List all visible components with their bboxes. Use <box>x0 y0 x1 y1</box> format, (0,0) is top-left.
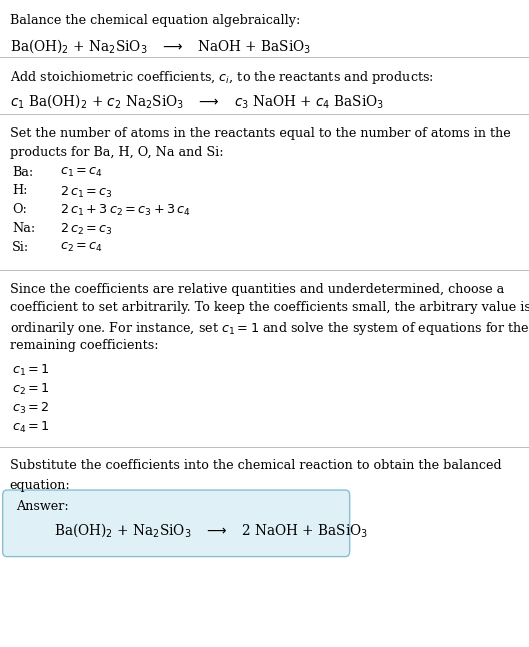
Text: $c_4 = 1$: $c_4 = 1$ <box>12 420 50 435</box>
Text: $c_1 = 1$: $c_1 = 1$ <box>12 364 50 378</box>
Text: $2\,c_1 = c_3$: $2\,c_1 = c_3$ <box>60 184 113 199</box>
Text: Ba:: Ba: <box>12 166 33 179</box>
Text: Add stoichiometric coefficients, $c_i$, to the reactants and products:: Add stoichiometric coefficients, $c_i$, … <box>10 69 433 87</box>
Text: products for Ba, H, O, Na and Si:: products for Ba, H, O, Na and Si: <box>10 146 223 159</box>
Text: Answer:: Answer: <box>16 500 69 513</box>
Text: coefficient to set arbitrarily. To keep the coefficients small, the arbitrary va: coefficient to set arbitrarily. To keep … <box>10 302 529 314</box>
Text: O:: O: <box>12 203 27 216</box>
Text: equation:: equation: <box>10 479 70 492</box>
Text: Si:: Si: <box>12 241 30 254</box>
Text: $c_2 = 1$: $c_2 = 1$ <box>12 382 50 397</box>
Text: Since the coefficients are relative quantities and underdetermined, choose a: Since the coefficients are relative quan… <box>10 283 504 296</box>
Text: ordinarily one. For instance, set $c_1 = 1$ and solve the system of equations fo: ordinarily one. For instance, set $c_1 =… <box>10 320 529 337</box>
Text: remaining coefficients:: remaining coefficients: <box>10 339 158 353</box>
FancyBboxPatch shape <box>3 490 350 556</box>
Text: $c_1$ Ba(OH)$_2$ + $c_2$ Na$_2$SiO$_3$   $\longrightarrow$   $c_3$ NaOH + $c_4$ : $c_1$ Ba(OH)$_2$ + $c_2$ Na$_2$SiO$_3$ $… <box>10 92 384 110</box>
Text: Substitute the coefficients into the chemical reaction to obtain the balanced: Substitute the coefficients into the che… <box>10 459 501 472</box>
Text: Na:: Na: <box>12 223 35 236</box>
Text: $2\,c_2 = c_3$: $2\,c_2 = c_3$ <box>60 223 113 237</box>
Text: $c_1 = c_4$: $c_1 = c_4$ <box>60 166 103 179</box>
Text: $c_3 = 2$: $c_3 = 2$ <box>12 401 50 416</box>
Text: $2\,c_1 + 3\,c_2 = c_3 + 3\,c_4$: $2\,c_1 + 3\,c_2 = c_3 + 3\,c_4$ <box>60 203 190 219</box>
Text: H:: H: <box>12 184 28 197</box>
Text: Balance the chemical equation algebraically:: Balance the chemical equation algebraica… <box>10 14 300 27</box>
Text: Ba(OH)$_2$ + Na$_2$SiO$_3$   $\longrightarrow$   NaOH + BaSiO$_3$: Ba(OH)$_2$ + Na$_2$SiO$_3$ $\longrightar… <box>10 37 311 54</box>
Text: Set the number of atoms in the reactants equal to the number of atoms in the: Set the number of atoms in the reactants… <box>10 127 510 140</box>
Text: $c_2 = c_4$: $c_2 = c_4$ <box>60 241 103 254</box>
Text: Ba(OH)$_2$ + Na$_2$SiO$_3$   $\longrightarrow$   2 NaOH + BaSiO$_3$: Ba(OH)$_2$ + Na$_2$SiO$_3$ $\longrightar… <box>54 521 369 538</box>
